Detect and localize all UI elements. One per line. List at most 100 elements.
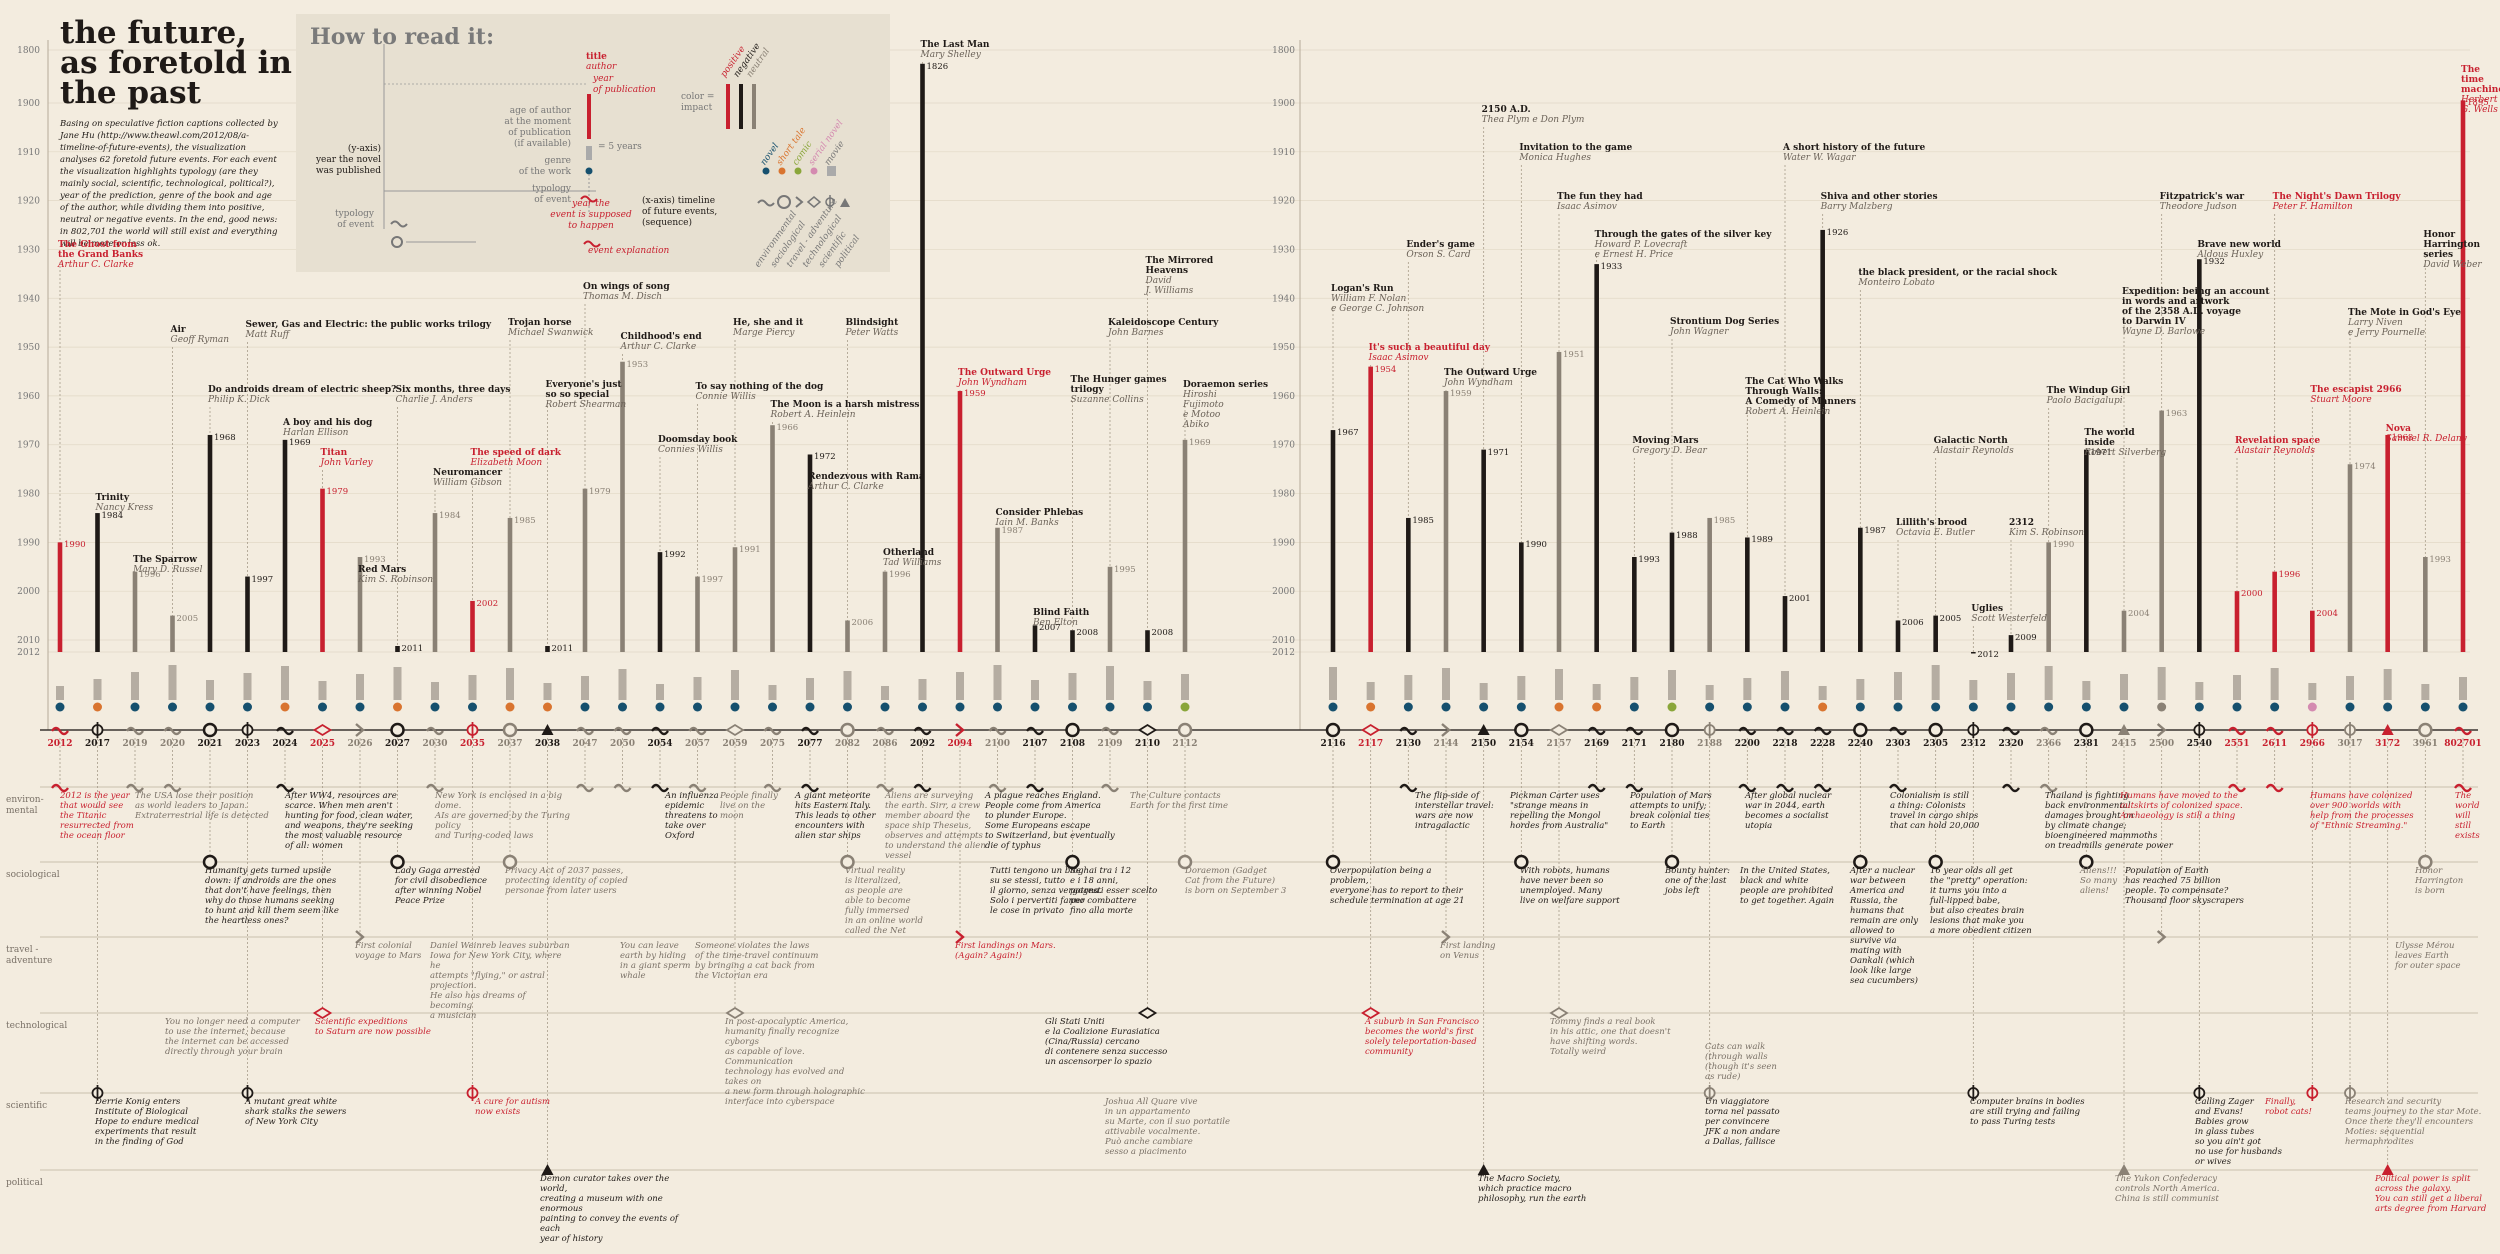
future-year-label: 2054 (647, 739, 673, 749)
event-author: John Wyndham (1444, 378, 1513, 388)
genre-dot (1818, 702, 1828, 712)
publication-year-label: 1985 (1713, 515, 1736, 526)
author-age-bar (1931, 665, 1940, 700)
event-row-marker (2156, 930, 2167, 944)
genre-dot (1068, 702, 1077, 712)
genre-dot (468, 702, 477, 712)
event-bar (1481, 449, 1486, 652)
event-row-marker (1889, 783, 1907, 793)
event-explanation: After global nuclear war in 2044, earth … (1745, 791, 1832, 831)
genre-dot (355, 702, 365, 712)
event-type-marker (541, 724, 554, 735)
future-year-label: 2218 (1772, 739, 1798, 749)
publication-year-label: 1979 (589, 486, 611, 497)
publication-year-label: 1979 (326, 486, 349, 497)
event-author: Wayne D. Barlowe (2122, 327, 2206, 337)
event-bar (132, 571, 138, 652)
event-label: Shiva and other stories Barry Malzberg (1821, 192, 1938, 212)
event-author: Gregory D. Bear (1632, 446, 1707, 456)
event-title: Revelation space (2235, 436, 2321, 446)
author-age-bar (1517, 676, 1526, 700)
author-age-bar (1068, 673, 1077, 700)
event-explanation: After a nuclear war between America and … (1850, 866, 1919, 986)
event-explanation: Calling Zager and Evans! Babies grow in … (2195, 1097, 2282, 1167)
event-author: Octavia E. Butler (1896, 528, 1975, 538)
publication-year-label: 1968 (2391, 432, 2414, 443)
event-row-marker (988, 783, 1007, 793)
author-age-bar (693, 677, 702, 700)
legend-box: How to read it: (y-axis) year the novel … (296, 14, 890, 272)
genre-dot (1030, 702, 1040, 712)
event-explanation: Pickman Carter uses "strange means in re… (1510, 791, 1609, 831)
event-bar (357, 557, 363, 652)
event-author: Scott Westerfeld (1971, 614, 2048, 624)
event-row-marker (355, 930, 365, 944)
event-title: Air (170, 325, 186, 335)
event-explanation: New York is enclosed in a big dome. AIs … (435, 791, 570, 841)
event-title: Otherland (883, 548, 935, 558)
genre-dot (2119, 702, 2129, 712)
event-type-marker (1813, 726, 1832, 736)
event-author: Arthur C. Clarke (58, 260, 134, 270)
future-year-label: 2130 (1395, 739, 1421, 749)
future-year-label: 2551 (2224, 739, 2250, 749)
event-type-marker (1776, 726, 1794, 736)
event-bar (2272, 571, 2277, 652)
event-explanation: Computer brains in bodies are still tryi… (1970, 1097, 2085, 1127)
event-bar (245, 576, 250, 652)
publication-year-label: 1966 (776, 423, 799, 434)
future-year-label: 2540 (2186, 739, 2212, 749)
future-year-label: 2366 (2036, 739, 2062, 749)
event-author: Aldous Huxley (2197, 250, 2264, 260)
event-label: The world inside Robert Silverberg (2084, 428, 2166, 458)
row-label: sociological (6, 870, 60, 880)
event-type-marker (876, 726, 894, 736)
event-bar (320, 488, 325, 652)
event-author: David J. Williams (1145, 276, 1194, 296)
event-label: Through the gates of the silver key Howar… (1595, 230, 1772, 260)
genre-dot (918, 702, 927, 712)
publication-year-label: 1996 (889, 569, 911, 580)
event-author: Isaac Asimov (1368, 353, 1429, 363)
author-age-bar (506, 668, 514, 700)
author-age-bar (1743, 678, 1752, 700)
event-title: Through the gates of the silver key (1594, 230, 1772, 240)
author-age-bar (881, 686, 889, 700)
event-author: Samuel R. Delany (2385, 434, 2467, 444)
event-bar (2084, 449, 2089, 652)
future-year-label: 2050 (609, 739, 636, 749)
future-year-label: 2047 (572, 739, 598, 749)
event-title: Invitation to the game (1519, 143, 1633, 153)
event-type-marker (1360, 723, 1381, 737)
future-year-label: 2500 (2149, 739, 2175, 749)
future-year-label: 2116 (1320, 739, 1346, 749)
publication-year-label: 1996 (2278, 569, 2301, 580)
genre-dot (693, 702, 702, 712)
event-bar (2046, 542, 2051, 652)
event-label: The Hunger games trilogy Suzanne Collins (1071, 375, 1167, 405)
y-tick-label: 1970 (17, 441, 40, 451)
legend-typology-2: typology of event (334, 209, 374, 230)
genre-dot (1516, 702, 1526, 712)
legend-age-unit: = 5 years (598, 142, 642, 152)
event-bar (1368, 366, 1373, 652)
publication-year-label: 1959 (1450, 389, 1472, 400)
event-title: 2150 A.D. (1481, 105, 1531, 115)
genre-dot (318, 702, 327, 712)
future-year-label: 2019 (122, 739, 148, 749)
event-title: It's such a beautiful day (1368, 343, 1491, 353)
future-year-label: 2059 (722, 739, 748, 749)
event-bar (2121, 610, 2127, 652)
event-explanation: You can leave earth by hiding in a giant… (620, 941, 691, 981)
publication-year-label: 1826 (926, 61, 949, 72)
author-age-bar (1404, 675, 1413, 700)
event-bar (2423, 557, 2428, 652)
event-label: Blind Faith Ben Elton (1033, 608, 1089, 628)
event-type-marker (840, 722, 855, 738)
future-year-label: 2094 (947, 739, 973, 749)
future-year-label: 2144 (1433, 739, 1459, 749)
event-title: Brave new world (2197, 240, 2281, 250)
event-label: It's such a beautiful day Isaac Asimov (1369, 343, 1490, 363)
publication-year-label: 1985 (1412, 515, 1434, 526)
publication-year-label: 1985 (514, 515, 536, 526)
